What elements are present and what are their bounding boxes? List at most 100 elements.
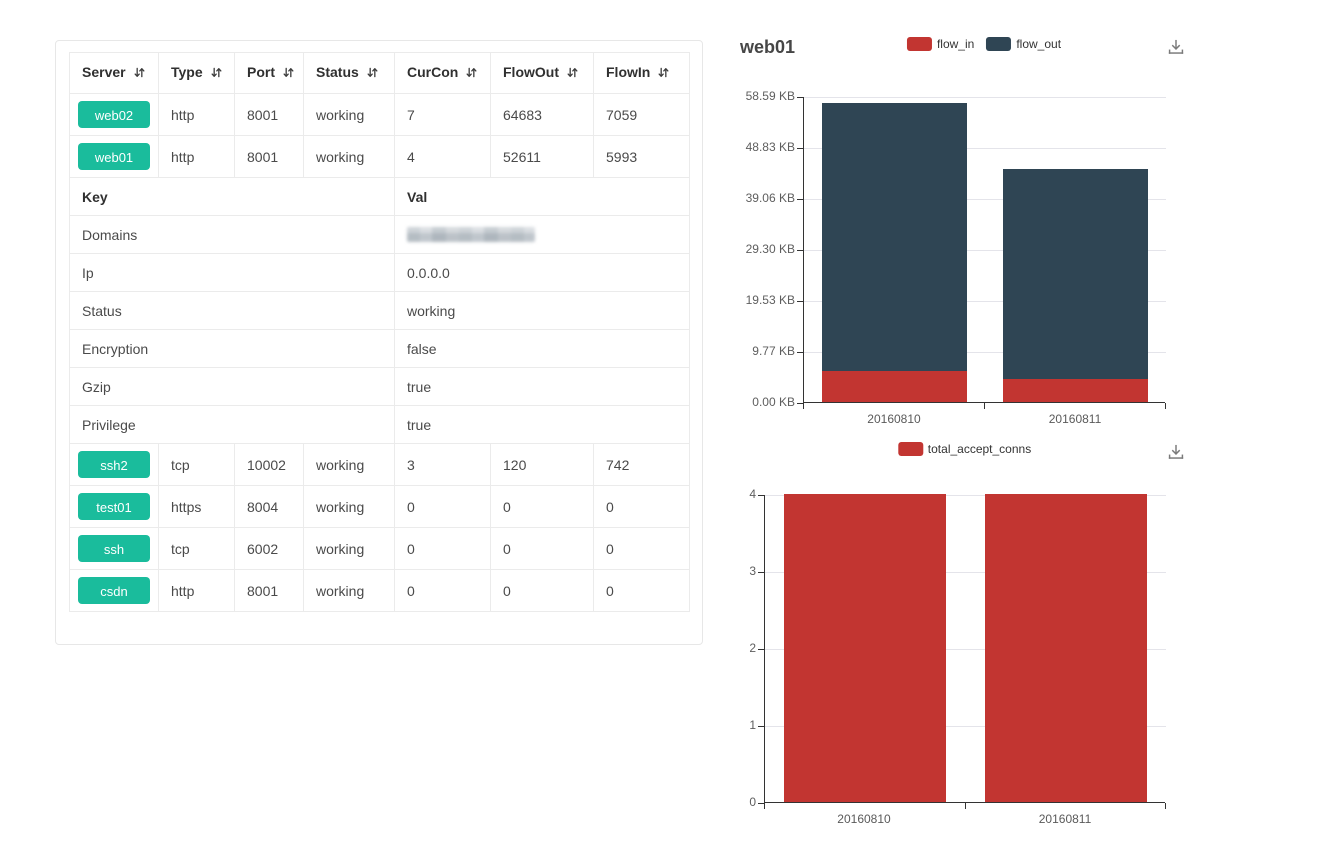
flowin-cell: 0 [593,569,690,612]
flowout-cell: 120 [490,443,594,486]
sort-icon [282,66,295,82]
column-header-type[interactable]: Type [158,52,235,94]
port-cell: 8004 [234,485,304,528]
bar-total_accept_conns-20160811[interactable] [985,494,1147,802]
type-cell: https [158,485,235,528]
status-cell: working [303,485,395,528]
kv-row-privilege: Privilege true [69,405,690,444]
column-label: Status [316,64,359,80]
flowin-cell: 7059 [593,93,690,136]
column-label: FlowOut [503,64,559,80]
server-button-web01[interactable]: web01 [78,143,150,170]
flowout-cell: 0 [490,485,594,528]
gridline [765,495,1166,496]
flowin-cell: 0 [593,527,690,570]
y-axis-tick [797,301,803,302]
kv-key-cell: Privilege [69,405,395,444]
y-axis-tick [758,572,764,573]
bar-flow_in-20160810[interactable] [822,371,967,402]
kv-row-ip: Ip 0.0.0.0 [69,253,690,292]
curcon-cell: 0 [394,527,491,570]
save-as-image-button[interactable] [1163,440,1189,469]
save-as-image-button[interactable] [1163,35,1189,64]
x-axis-label: 20160811 [1038,812,1092,826]
conns-chart: total_accept_conns 0 1 2 3 4 20160810 20160811 [735,430,1195,830]
y-axis-label: 48.83 KB [745,140,795,154]
legend-item-total_accept_conns[interactable]: total_accept_conns [897,442,1032,456]
y-axis-tick [758,649,764,650]
legend-label: flow_out [1016,37,1062,51]
x-axis-tick [984,403,985,409]
legend-marker [897,442,923,456]
flowin-cell: 0 [593,485,690,528]
kv-val-cell: working [394,291,690,330]
column-header-curcon[interactable]: CurCon [394,52,491,94]
y-axis-label: 39.06 KB [745,191,795,205]
x-axis-tick [965,803,966,809]
gridline [765,726,1166,727]
bar-flow_out-20160811[interactable] [1003,169,1148,379]
server-row-ssh2: ssh2 tcp 10002 working 3 120 742 [69,443,690,486]
kv-header-key: Key [69,177,395,216]
bar-flow_in-20160811[interactable] [1003,379,1148,402]
port-cell: 10002 [234,443,304,486]
column-header-port[interactable]: Port [234,52,304,94]
kv-row-gzip: Gzip true [69,367,690,406]
column-header-server[interactable]: Server [69,52,159,94]
column-label: CurCon [407,64,459,80]
y-axis-tick [797,148,803,149]
column-header-flowin[interactable]: FlowIn [593,52,690,94]
server-button-ssh2[interactable]: ssh2 [78,451,150,478]
y-axis-tick [797,199,803,200]
server-button-test01[interactable]: test01 [78,493,150,520]
x-axis-tick [1165,803,1166,809]
column-header-flowout[interactable]: FlowOut [490,52,594,94]
server-button-ssh[interactable]: ssh [78,535,150,562]
server-name-cell: test01 [69,485,159,528]
gridline [804,148,1166,149]
flow-chart: web01 flow_in flow_out 0.00 KB 9.77 KB 19.5… [735,25,1195,430]
x-axis-tick [1165,403,1166,409]
flowout-cell: 64683 [490,93,594,136]
sort-icon [133,66,146,82]
server-row-web02: web02 http 8001 working 7 64683 7059 [69,93,690,136]
status-cell: working [303,527,395,570]
server-row-csdn: csdn http 8001 working 0 0 0 [69,569,690,612]
port-cell: 8001 [234,93,304,136]
type-cell: http [158,569,235,612]
y-axis-tick [758,726,764,727]
gridline [765,649,1166,650]
kv-key-cell: Ip [69,253,395,292]
legend-marker [986,37,1012,51]
column-header-status[interactable]: Status [303,52,395,94]
x-axis-label: 20160811 [1048,412,1102,426]
kv-header-val: Val [394,177,690,216]
legend-item-flow_out[interactable]: flow_out [986,37,1061,51]
x-axis-tick [803,403,804,409]
legend-marker [906,37,932,51]
x-axis-label: 20160810 [837,812,891,826]
bar-total_accept_conns-20160810[interactable] [784,494,946,802]
type-cell: http [158,135,235,178]
plot-area [803,97,1166,403]
column-label: Type [171,64,203,80]
legend-label: total_accept_conns [927,442,1032,456]
y-axis-label: 0.00 KB [752,395,795,409]
server-name-cell: ssh2 [69,443,159,486]
sort-icon [366,66,379,82]
server-button-csdn[interactable]: csdn [78,577,150,604]
y-axis-label: 29.30 KB [745,242,795,256]
redacted-domain-value [407,227,535,242]
gridline [804,97,1166,98]
kv-val-cell: false [394,329,690,368]
flowout-cell: 52611 [490,135,594,178]
server-button-web02[interactable]: web02 [78,101,150,128]
gridline [804,250,1166,251]
flow-chart-legend: flow_in flow_out [901,37,1067,56]
conns-chart-legend: total_accept_conns [892,442,1037,461]
kv-row-domains: Domains [69,215,690,254]
y-axis-tick [797,250,803,251]
bar-flow_out-20160810[interactable] [822,103,967,371]
legend-item-flow_in[interactable]: flow_in [906,37,974,51]
